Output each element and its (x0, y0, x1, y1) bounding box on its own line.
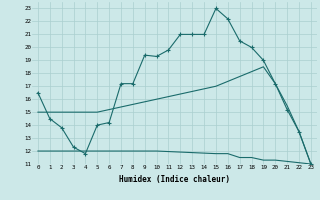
X-axis label: Humidex (Indice chaleur): Humidex (Indice chaleur) (119, 175, 230, 184)
